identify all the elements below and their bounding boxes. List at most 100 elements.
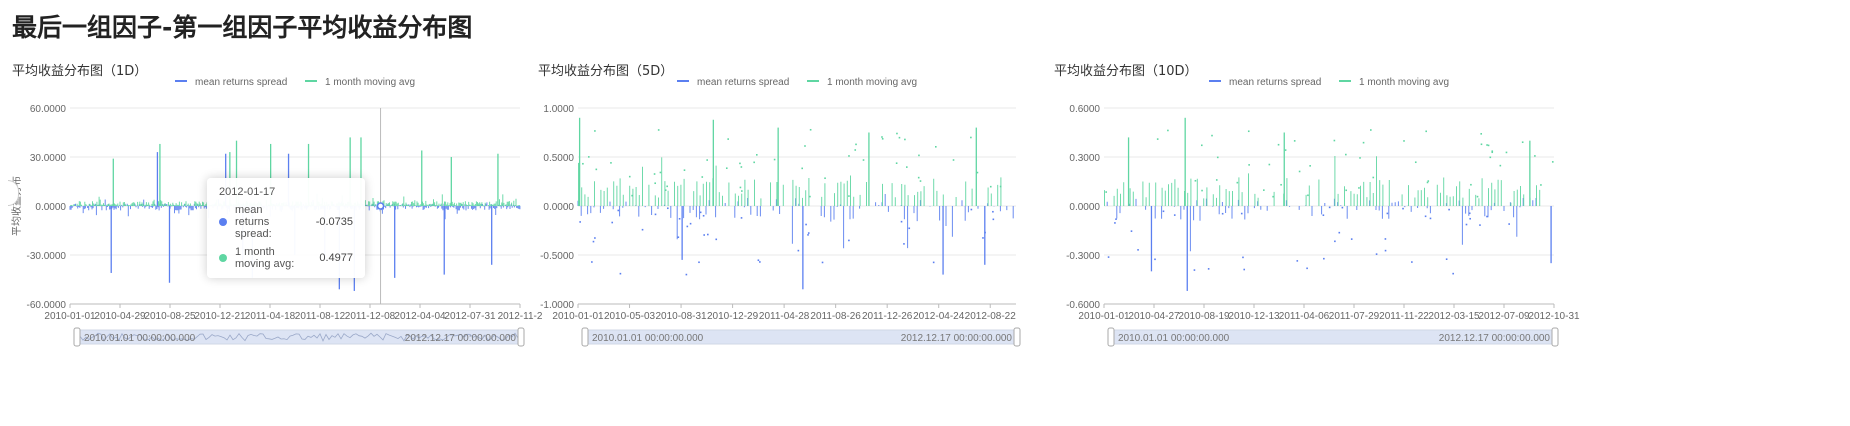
x-tick-label: 2012-07-31	[444, 311, 496, 322]
spread-point	[591, 261, 593, 263]
y-tick-label: 60.0000	[30, 104, 67, 115]
avg-point	[1480, 133, 1483, 135]
spread-point	[1328, 206, 1331, 209]
spread-point	[1448, 208, 1450, 211]
spread-point	[759, 261, 761, 263]
avg-point	[1167, 129, 1169, 132]
avg-point	[1268, 163, 1271, 166]
zoom-handle-left[interactable]	[1107, 327, 1115, 347]
avg-point	[855, 143, 857, 146]
chart-svg-5d[interactable]: mean returns spread 1 month moving avg 1.0…	[538, 50, 1028, 420]
avg-point	[1194, 179, 1197, 182]
tooltip-row-avg: 1 month moving avg: 0.4977	[219, 246, 353, 270]
spread-point	[1386, 212, 1389, 215]
avg-point	[739, 186, 742, 189]
legend-item-avg[interactable]: 1 month moving avg	[807, 77, 917, 88]
spread-point	[807, 234, 809, 236]
avg-point	[654, 182, 656, 185]
chart-title: 平均收益分布图（1D）	[12, 64, 148, 79]
avg-point	[582, 162, 584, 165]
spread-point	[1452, 272, 1454, 275]
chart-svg-10d[interactable]: mean returns spread 1 month moving avg 0.6…	[1054, 50, 1580, 420]
avg-point	[1426, 181, 1429, 184]
legend-item-avg[interactable]: 1 month moving avg	[305, 77, 415, 88]
x-tick-label: 2011-07-29	[1329, 311, 1380, 322]
avg-point	[1476, 195, 1479, 198]
legend-item-spread[interactable]: mean returns spread	[175, 77, 287, 88]
avg-point	[773, 158, 776, 161]
legend-label: mean returns spread	[697, 77, 789, 88]
avg-point	[1236, 181, 1239, 184]
x-tick-label: 2012-10-31	[1528, 311, 1580, 322]
x-tick-label: 2012-11-2	[498, 311, 543, 322]
spread-point	[1154, 258, 1156, 261]
avg-point	[824, 177, 826, 180]
spread-point	[848, 239, 850, 242]
spread-point	[699, 211, 702, 214]
x-tick-label: 2012-08-22	[965, 311, 1017, 322]
spread-point	[715, 238, 718, 241]
avg-point	[1293, 140, 1296, 142]
avg-point	[1540, 184, 1542, 186]
avg-point	[809, 195, 811, 198]
spread-point	[1193, 269, 1196, 271]
series-avg-texture	[578, 157, 1002, 206]
avg-point	[1272, 195, 1274, 198]
page-title: 最后一组因子-第一组因子平均收益分布图	[12, 13, 473, 42]
avg-point	[801, 167, 804, 170]
avg-point	[725, 167, 728, 170]
avg-point	[970, 136, 972, 139]
y-tick-label: 0.5000	[543, 153, 574, 164]
y-tick-label: 0.0000	[1069, 202, 1100, 213]
chart-panel-10d: 平均收益分布图（10D） mean returns spread 1 month …	[1054, 50, 1580, 420]
spread-point	[932, 261, 935, 264]
spread-point	[970, 208, 973, 211]
x-tick-label: 2012-07-09	[1478, 311, 1530, 322]
spread-point	[1323, 257, 1325, 260]
tooltip-date: 2012-01-17	[219, 186, 276, 198]
avg-point	[1534, 155, 1536, 157]
spread-point	[1445, 258, 1448, 260]
zoom-handle-right[interactable]	[517, 327, 525, 347]
tooltip-label-avg: 1 month moving avg:	[235, 246, 295, 270]
spread-point	[579, 221, 581, 223]
zoom-handle-right[interactable]	[1013, 327, 1021, 347]
avg-point	[595, 168, 598, 171]
zoom-handle-left[interactable]	[73, 327, 81, 347]
zoom-handle-left[interactable]	[581, 327, 589, 347]
avg-point	[1345, 189, 1347, 192]
data-zoom-slider[interactable]: 2010.01.01 00:00:00.000 2012.12.17 00:00:…	[1107, 327, 1559, 347]
legend-item-spread[interactable]: mean returns spread	[1209, 77, 1321, 88]
avg-point	[904, 138, 906, 141]
spread-point	[611, 221, 614, 224]
x-tick-label: 2010-12-29	[707, 311, 759, 322]
avg-point	[1427, 180, 1430, 182]
y-tick-label: -0.6000	[1066, 300, 1100, 311]
avg-point	[1156, 138, 1159, 140]
spread-point	[1114, 222, 1116, 224]
avg-point	[1491, 151, 1494, 154]
spread-point	[1173, 214, 1176, 216]
chart-legend: mean returns spread 1 month moving avg	[175, 77, 415, 88]
spread-point	[677, 236, 680, 239]
tooltip-dot-spread	[219, 218, 227, 226]
legend-item-spread[interactable]: mean returns spread	[677, 77, 789, 88]
data-zoom-slider[interactable]: 2010.01.01 00:00:00.000 2012.12.17 00:00:…	[73, 327, 525, 347]
avg-point	[1307, 194, 1309, 197]
spread-point	[1221, 212, 1224, 215]
zoom-handle-right[interactable]	[1551, 327, 1559, 347]
avg-point	[1362, 141, 1365, 144]
spread-point	[592, 240, 595, 243]
avg-point	[666, 185, 668, 188]
avg-point	[905, 166, 908, 168]
spread-point	[1468, 212, 1471, 215]
spread-point	[807, 232, 810, 234]
spread-point	[1350, 238, 1353, 240]
avg-point	[701, 176, 704, 178]
legend-item-avg[interactable]: 1 month moving avg	[1339, 77, 1449, 88]
data-zoom-slider[interactable]: 2010.01.01 00:00:00.000 2012.12.17 00:00:…	[581, 327, 1021, 347]
y-tick-label: 0.3000	[1069, 153, 1100, 164]
spread-point	[900, 220, 903, 223]
avg-point	[1345, 153, 1347, 156]
avg-point	[1359, 157, 1361, 159]
